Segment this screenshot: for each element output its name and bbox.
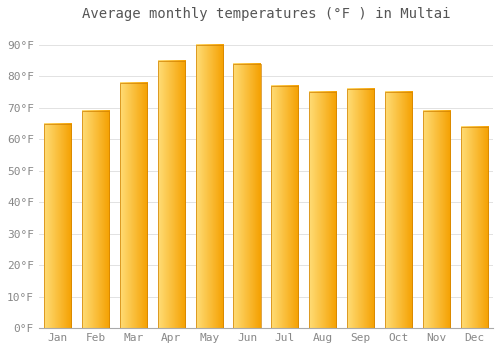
Bar [82,111,109,328]
Bar [385,92,412,328]
Bar [158,61,185,328]
Bar [271,86,298,328]
Bar [309,92,336,328]
Bar [460,127,488,328]
Bar [347,89,374,328]
Bar [196,45,223,328]
Title: Average monthly temperatures (°F ) in Multai: Average monthly temperatures (°F ) in Mu… [82,7,450,21]
Bar [44,124,72,328]
Bar [234,64,260,328]
Bar [120,83,147,328]
Bar [422,111,450,328]
